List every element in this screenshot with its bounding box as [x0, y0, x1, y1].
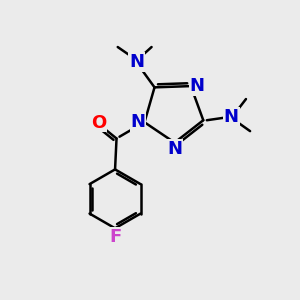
- Text: N: N: [129, 53, 144, 71]
- Text: N: N: [130, 113, 146, 131]
- Text: F: F: [109, 227, 121, 245]
- Text: N: N: [190, 77, 205, 95]
- Text: O: O: [91, 114, 106, 132]
- Text: N: N: [224, 108, 239, 126]
- Text: N: N: [167, 140, 182, 158]
